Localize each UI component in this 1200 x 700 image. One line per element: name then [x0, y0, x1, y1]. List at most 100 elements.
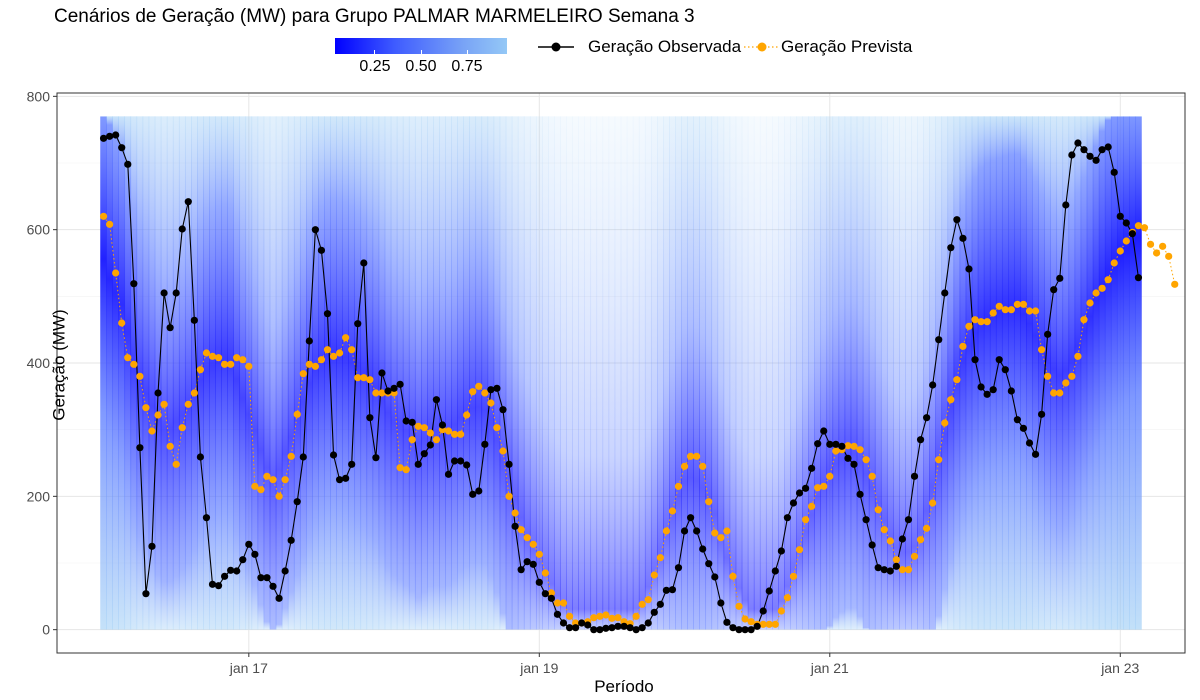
observed-point [1110, 168, 1118, 176]
scenario-density-slice [439, 116, 446, 630]
forecast-point [747, 618, 755, 626]
forecast-point [789, 572, 798, 580]
observed-point [1116, 212, 1124, 220]
forecast-point [547, 589, 556, 597]
scenario-density-slice [469, 116, 477, 630]
observed-point [578, 619, 586, 627]
observed-point [747, 626, 755, 634]
forecast-point [559, 599, 568, 607]
forecast-point [251, 482, 259, 490]
scenario-density-slice [481, 116, 489, 630]
observed-point [432, 396, 441, 404]
observed-point [989, 386, 997, 394]
scenario-density-slice [850, 116, 858, 630]
scenario-density-slice [100, 116, 107, 630]
observed-point [844, 454, 852, 462]
scenario-density-slice [1008, 116, 1015, 630]
forecast-point [130, 360, 138, 368]
scenario-density-slice [154, 116, 162, 630]
observed-point [245, 540, 253, 548]
forecast-point [1031, 307, 1040, 315]
observed-point [705, 560, 713, 568]
forecast-point [826, 472, 834, 480]
forecast-point [1080, 316, 1088, 324]
scenario-density-slice [106, 116, 113, 630]
observed-point [1050, 286, 1058, 294]
forecast-point [783, 594, 792, 602]
observed-point [99, 134, 108, 142]
observed-point [874, 564, 882, 572]
forecast-point [99, 212, 108, 220]
observed-point [275, 594, 283, 602]
forecast-point [529, 540, 537, 548]
observed-point [904, 516, 913, 524]
forecast-point [469, 388, 477, 396]
scenario-density-slice [542, 116, 549, 630]
forecast-point [317, 356, 326, 364]
forecast-point [1098, 284, 1106, 292]
observed-point [686, 514, 695, 522]
observed-point [565, 624, 574, 632]
observed-point [644, 619, 652, 627]
scenario-density-slice [874, 116, 882, 630]
scenario-density-slice [1086, 116, 1094, 630]
forecast-point [511, 509, 519, 517]
plot-border [56, 92, 1186, 654]
observed-point [281, 567, 289, 575]
scenario-density-slice [1038, 116, 1045, 630]
observed-point [590, 626, 598, 634]
observed-point [1013, 416, 1021, 424]
observed-point [414, 460, 422, 468]
scenario-density-slice [475, 116, 483, 630]
observed-point [342, 474, 350, 482]
scenario-density-slice [463, 116, 471, 630]
observed-point [335, 476, 344, 484]
scenario-density-slice [517, 116, 525, 630]
forecast-point [475, 382, 483, 390]
observed-point [372, 454, 380, 462]
scenario-density-slice [529, 116, 537, 630]
forecast-point [148, 427, 156, 435]
scenario-density-slice [1020, 116, 1027, 630]
observed-point [838, 442, 846, 450]
forecast-point [106, 220, 114, 228]
forecast-point [880, 526, 888, 534]
scenario-density-slice [221, 116, 228, 630]
observed-point [771, 567, 779, 575]
scenario-density-slice [548, 116, 555, 630]
observed-point [711, 573, 719, 581]
scenario-density-slice [717, 116, 725, 630]
observed-point [656, 600, 664, 608]
scenario-density-slice [1050, 116, 1058, 630]
forecast-point [995, 302, 1003, 310]
observed-point [1098, 146, 1106, 154]
observed-point [499, 406, 507, 414]
scenario-density-slice [838, 116, 846, 630]
forecast-point [868, 472, 876, 480]
observed-point [450, 457, 459, 465]
scenario-density-slice [263, 116, 271, 630]
observed-point [311, 226, 319, 234]
scenario-density-slice [414, 116, 422, 630]
observed-point [916, 436, 925, 444]
scenario-density-slice [675, 116, 682, 630]
observed-point [469, 490, 477, 498]
y-tick-label: 400 [27, 355, 51, 371]
observed-point [287, 536, 295, 544]
observed-point [463, 461, 471, 469]
observed-point [602, 624, 610, 632]
forecast-point [196, 366, 204, 374]
observed-point [1031, 450, 1040, 458]
scenario-density-slice [711, 116, 719, 630]
observed-point [947, 244, 955, 252]
scenario-density-slice [620, 116, 628, 630]
observed-point [638, 624, 646, 632]
y-tick-label: 600 [27, 222, 51, 238]
observed-point [390, 384, 398, 392]
forecast-point [275, 492, 283, 500]
forecast-point [414, 422, 422, 430]
forecast-point [644, 596, 652, 604]
forecast-point [172, 460, 180, 468]
observed-point [505, 460, 513, 468]
observed-point [759, 607, 767, 615]
